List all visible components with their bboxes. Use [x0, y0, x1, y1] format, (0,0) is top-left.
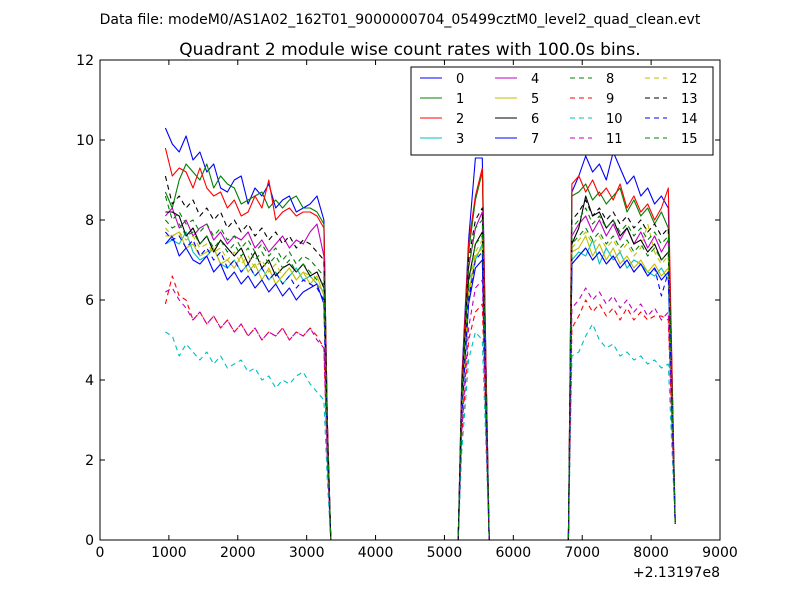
- x-tick-label-9: 9000: [702, 545, 738, 561]
- y-tick-label-3: 6: [85, 293, 94, 309]
- legend-label-10: 10: [606, 112, 623, 127]
- y-tick-label-0: 0: [85, 533, 94, 549]
- legend-label-7: 7: [531, 132, 539, 147]
- series-line-9: [164, 275, 676, 541]
- x-tick-label-3: 3000: [289, 545, 325, 561]
- y-tick-label-2: 4: [85, 373, 94, 389]
- legend-label-6: 6: [531, 112, 539, 127]
- legend-label-5: 5: [531, 92, 539, 107]
- x-tick-label-6: 6000: [496, 545, 532, 561]
- x-tick-label-8: 8000: [633, 545, 669, 561]
- y-tick-label-1: 2: [85, 453, 94, 469]
- y-tick-label-4: 8: [85, 213, 94, 229]
- series-line-10: [165, 323, 676, 541]
- legend-label-14: 14: [681, 112, 698, 127]
- legend-label-4: 4: [531, 72, 539, 87]
- chart-title: Quadrant 2 module wise count rates with …: [179, 40, 640, 60]
- x-tick-label-0: 0: [96, 545, 105, 561]
- legend-label-9: 9: [606, 92, 614, 107]
- y-tick-label-6: 12: [76, 53, 94, 69]
- legend-box: [410, 66, 714, 156]
- legend-label-12: 12: [681, 72, 698, 87]
- ticks-layer: 0 1000 2000 3000 4000 5000 6000 7000 8000 9000 0 2 4…: [76, 53, 738, 561]
- legend-label-13: 13: [681, 92, 698, 107]
- series-line-15: [164, 195, 676, 541]
- x-tick-label-2: 2000: [220, 545, 256, 561]
- y-tick-label-5: 10: [76, 133, 94, 149]
- legend-label-11: 11: [606, 132, 623, 147]
- chart-suptitle: Data file: modeM0/AS1A02_162T01_90000007…: [100, 12, 701, 28]
- legend-label-2: 2: [456, 112, 464, 127]
- legend-label-1: 1: [456, 92, 464, 107]
- legend-label-0: 0: [456, 72, 464, 87]
- x-tick-label-5: 5000: [427, 545, 463, 561]
- series-line-14: [164, 231, 676, 541]
- x-tick-label-1: 1000: [151, 545, 187, 561]
- x-tick-label-7: 7000: [564, 545, 600, 561]
- legend-label-15: 15: [681, 132, 698, 147]
- x-offset-label: +2.13197e8: [633, 565, 720, 581]
- legend-label-3: 3: [456, 132, 464, 147]
- legend-label-8: 8: [606, 72, 614, 87]
- x-tick-label-4: 4000: [358, 545, 394, 561]
